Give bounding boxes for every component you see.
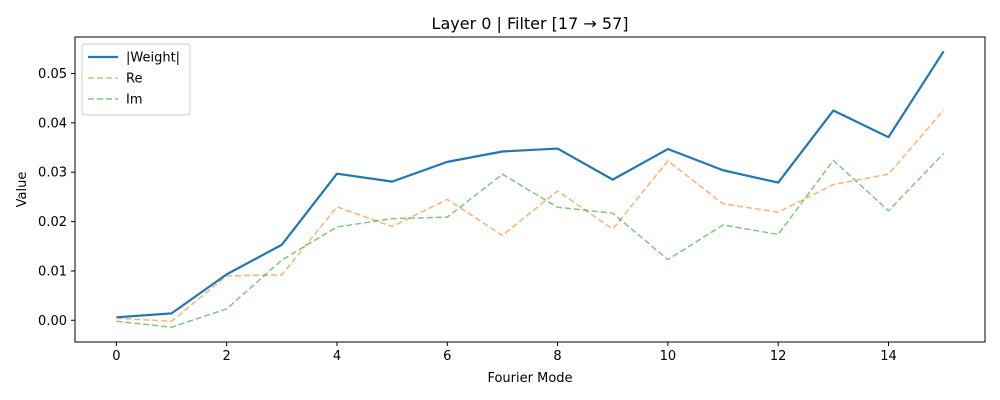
y-tick-label: 0.03 [38, 166, 67, 181]
x-tick-label: 0 [112, 349, 120, 364]
legend: |Weight| Re Im [81, 43, 191, 116]
chart-title: Layer 0 | Filter [17 → 57] [432, 14, 629, 33]
series-line-weight [116, 50, 945, 319]
x-tick-label: 8 [553, 349, 561, 364]
y-tick-label: 0.01 [38, 264, 67, 279]
y-tick-label: 0.04 [38, 116, 67, 131]
y-axis-label: Value [15, 172, 30, 208]
x-tick-label: 14 [880, 349, 897, 364]
x-tick-label: 4 [333, 349, 341, 364]
y-tick-label: 0.02 [38, 215, 67, 230]
y-tick-label: 0.00 [38, 314, 67, 329]
y-axis-ticks: 0.00 0.01 0.02 0.03 0.04 0.05 [38, 67, 75, 329]
series-layer [116, 50, 945, 328]
legend-label: |Weight| [126, 51, 180, 66]
series-line-re [116, 109, 945, 323]
x-tick-label: 12 [770, 349, 787, 364]
x-tick-label: 10 [660, 349, 677, 364]
y-tick-label: 0.05 [38, 67, 67, 82]
legend-box [81, 43, 191, 116]
x-tick-label: 6 [443, 349, 451, 364]
x-tick-label: 2 [223, 349, 231, 364]
series-line-im [116, 152, 945, 328]
legend-label: Re [126, 72, 142, 87]
x-axis-ticks: 0 2 4 6 8 10 12 14 [112, 342, 897, 364]
legend-label: Im [126, 93, 143, 108]
plot-frame [74, 36, 986, 343]
x-axis-label: Fourier Mode [487, 371, 572, 386]
